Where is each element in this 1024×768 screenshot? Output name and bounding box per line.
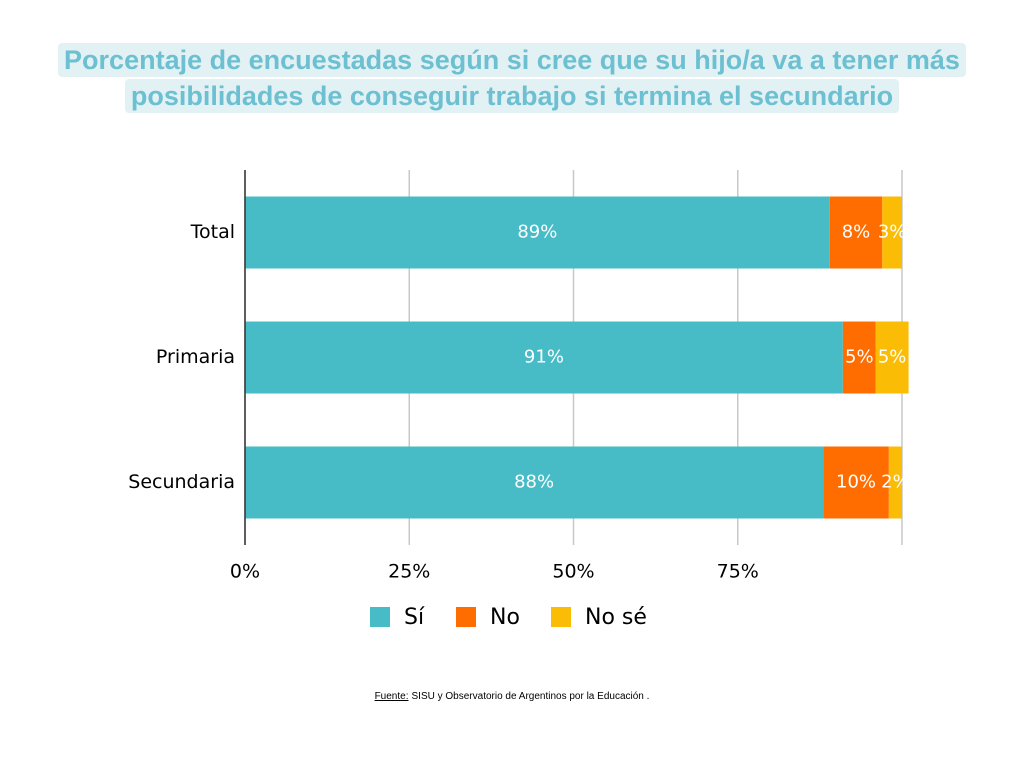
data-label: 5% — [845, 347, 874, 368]
data-label: 89% — [517, 222, 557, 243]
legend-label: No sé — [585, 605, 647, 630]
x-tick-label: 0% — [230, 561, 260, 583]
source-label: Fuente: — [374, 691, 409, 702]
legend-label: Sí — [404, 605, 425, 630]
y-tick-label: Primaria — [156, 346, 235, 368]
data-label: 8% — [842, 222, 871, 243]
bar-segment — [829, 196, 883, 269]
legend-swatch — [551, 607, 571, 627]
y-tick-label: Secundaria — [128, 471, 235, 493]
source: Fuente: SISU y Observatorio de Argentinos… — [0, 691, 1024, 702]
bar-segment — [245, 321, 843, 394]
source-text: SISU y Observatorio de Argentinos por la… — [411, 691, 650, 702]
bar-segment — [875, 321, 909, 394]
legend-swatch — [456, 607, 476, 627]
bar-segment — [882, 196, 902, 269]
bar-segment — [245, 446, 824, 519]
data-label: 91% — [524, 347, 564, 368]
x-tick-label: 75% — [717, 561, 759, 583]
legend-label: No — [490, 605, 520, 630]
bar-segment — [842, 321, 876, 394]
x-tick-label: 50% — [552, 561, 594, 583]
x-tick-label: 25% — [388, 561, 430, 583]
y-tick-label: Total — [190, 221, 235, 243]
chart: 0% 25% 50% 75% Total 89% 8% 3% Primaria 91% 5% 5% Se… — [128, 170, 910, 630]
legend-swatch — [370, 607, 390, 627]
data-label: 10% — [836, 472, 876, 493]
chart-title-box: Porcentaje de encuestadas según si cree … — [30, 42, 994, 114]
bar-segment — [823, 446, 889, 519]
data-label: 5% — [878, 347, 907, 368]
bar-segment — [888, 446, 902, 519]
data-label: 2% — [881, 472, 910, 493]
data-label: 3% — [878, 222, 907, 243]
bar-segment — [245, 196, 830, 269]
data-label: 88% — [514, 472, 554, 493]
